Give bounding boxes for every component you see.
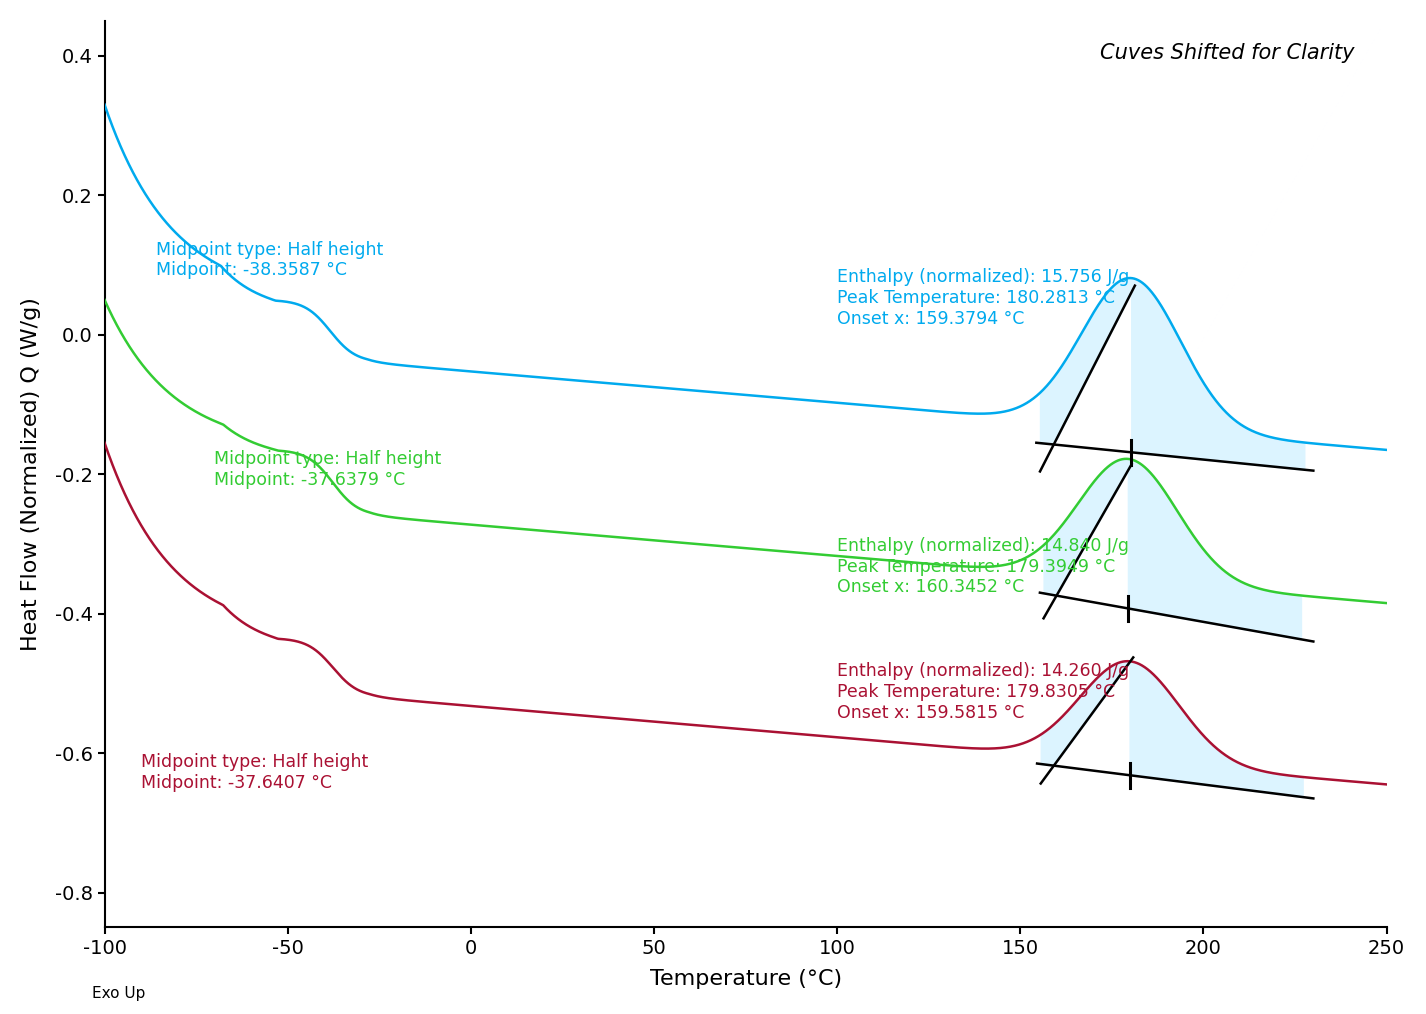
Text: Enthalpy (normalized): 14.840 J/g
Peak Temperature: 179.3949 °C
Onset x: 160.345: Enthalpy (normalized): 14.840 J/g Peak T… <box>837 536 1129 596</box>
Text: Midpoint type: Half height
Midpoint: -37.6379 °C: Midpoint type: Half height Midpoint: -37… <box>214 450 442 489</box>
X-axis label: Temperature (°C): Temperature (°C) <box>649 969 841 990</box>
Text: Enthalpy (normalized): 15.756 J/g
Peak Temperature: 180.2813 °C
Onset x: 159.379: Enthalpy (normalized): 15.756 J/g Peak T… <box>837 269 1129 328</box>
Text: Midpoint type: Half height
Midpoint: -38.3587 °C: Midpoint type: Half height Midpoint: -38… <box>155 240 384 279</box>
Text: Cuves Shifted for Clarity: Cuves Shifted for Clarity <box>1099 44 1355 64</box>
Text: Enthalpy (normalized): 14.260 J/g
Peak Temperature: 179.8305 °C
Onset x: 159.581: Enthalpy (normalized): 14.260 J/g Peak T… <box>837 662 1129 722</box>
Text: Midpoint type: Half height
Midpoint: -37.6407 °C: Midpoint type: Half height Midpoint: -37… <box>141 753 368 792</box>
Text: Exo Up: Exo Up <box>91 987 145 1002</box>
Y-axis label: Heat Flow (Normalized) Q (W/g): Heat Flow (Normalized) Q (W/g) <box>21 297 41 651</box>
